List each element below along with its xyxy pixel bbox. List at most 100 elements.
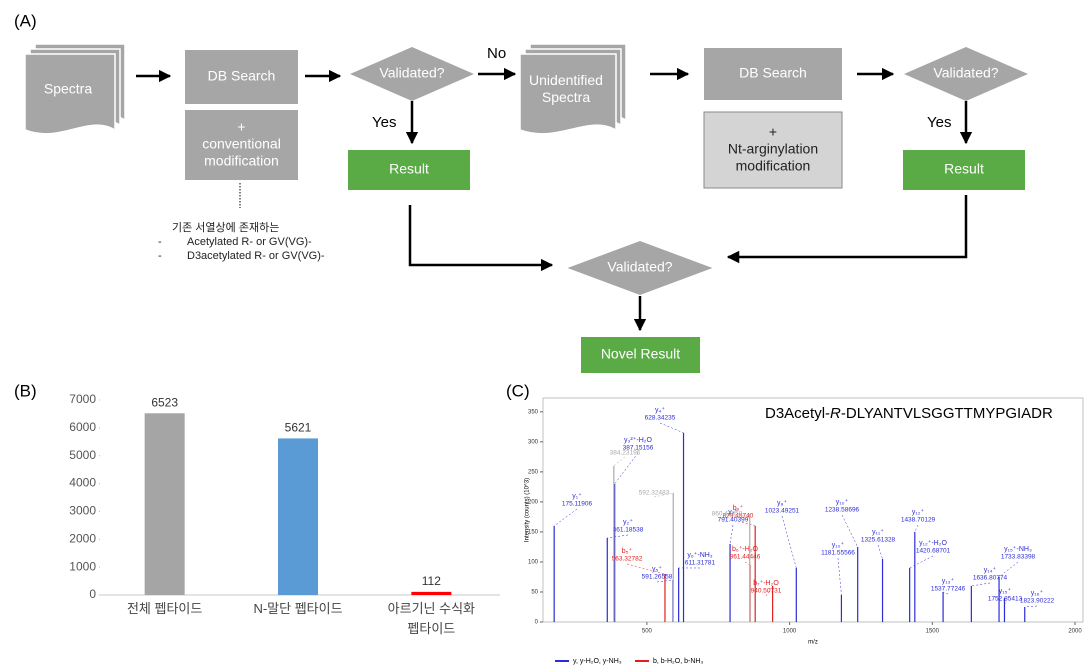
node-label: Spectra bbox=[44, 81, 92, 97]
bar bbox=[278, 438, 318, 595]
process-box bbox=[903, 150, 1025, 190]
ion-label: y₁₁⁺ bbox=[872, 528, 884, 536]
mz-label: 1238.58696 bbox=[825, 507, 860, 514]
label-leader bbox=[614, 452, 639, 485]
mz-label: 861.44446 bbox=[730, 554, 761, 561]
node-label: modification bbox=[736, 158, 811, 174]
mz-label: 387.15156 bbox=[623, 445, 654, 452]
node-label: Result bbox=[944, 161, 984, 177]
ion-label: y₁⁺ bbox=[572, 492, 582, 500]
document-stack bbox=[24, 53, 116, 135]
mz-label: 591.26558 bbox=[642, 574, 673, 581]
node-label: DB Search bbox=[208, 68, 276, 84]
node-label: Nt-arginylation bbox=[728, 141, 818, 157]
mz-label: 628.34235 bbox=[645, 415, 676, 422]
x-tick-label: 1000 bbox=[783, 629, 797, 635]
plot-frame bbox=[542, 397, 1084, 623]
mz-label: 1325.61328 bbox=[861, 537, 896, 544]
process-box bbox=[185, 50, 298, 104]
x-tick-label: 2000 bbox=[1068, 629, 1082, 635]
decision-diamond bbox=[567, 241, 713, 295]
ion-label: y₁₅⁺-NH₃ bbox=[1004, 545, 1032, 553]
value-label: 5621 bbox=[285, 421, 312, 435]
y-tick-label: 6000 bbox=[69, 420, 96, 434]
y-tick-label: 150 bbox=[528, 529, 539, 535]
node-label: modification bbox=[204, 153, 279, 169]
panel-label: (C) bbox=[506, 381, 530, 400]
mz-label: 791.40399 bbox=[718, 517, 749, 524]
mz-label: 1537.77246 bbox=[931, 586, 966, 593]
label-leader bbox=[737, 520, 756, 527]
decision-diamond bbox=[904, 47, 1028, 101]
label-leader bbox=[626, 563, 666, 575]
mz-label: 1823.90222 bbox=[1020, 598, 1055, 605]
label-leader bbox=[613, 456, 626, 467]
y-tick-label: 0 bbox=[535, 620, 539, 626]
label-leader bbox=[554, 508, 578, 527]
y-tick-label: 1000 bbox=[69, 559, 96, 573]
mz-label: 1733.83398 bbox=[1001, 554, 1036, 561]
ion-label: y₆⁺-NH₃ bbox=[687, 551, 712, 559]
label-leader bbox=[729, 524, 734, 544]
note-text: - bbox=[158, 250, 162, 262]
label-leader bbox=[781, 515, 797, 569]
ion-label: y₁₂⁺ bbox=[912, 508, 925, 516]
note-text: Acetylated R- or GV(VG)- bbox=[187, 236, 312, 248]
process-box bbox=[185, 110, 298, 180]
ion-label: y₃²⁺-H₂O bbox=[624, 436, 652, 444]
y-axis-label: Intensity (counts) (10^3) bbox=[525, 478, 531, 542]
node-label: DB Search bbox=[739, 65, 807, 81]
y-tick-label: 5000 bbox=[69, 448, 96, 462]
ion-label: y₄⁺ bbox=[655, 406, 665, 414]
x-tick-label-box: 아르기닌 수식화 펩타이드 bbox=[387, 601, 475, 636]
ion-label: b₇⁺-H₂O bbox=[753, 579, 779, 587]
note-text: 기존 서열상에 존재하는 bbox=[172, 220, 279, 234]
x-axis-label: m/z bbox=[808, 640, 818, 646]
flow-arrow bbox=[408, 205, 554, 272]
label-leader bbox=[1004, 597, 1006, 605]
node-label: Validated? bbox=[933, 65, 998, 81]
y-tick-label: 200 bbox=[528, 499, 539, 505]
label-leader bbox=[877, 544, 883, 560]
label-leader bbox=[1024, 605, 1038, 608]
ion-label: y₁₆⁺ bbox=[1031, 589, 1044, 597]
node-label: Result bbox=[389, 161, 429, 177]
mz-label: 611.31781 bbox=[685, 560, 716, 567]
process-box bbox=[703, 111, 843, 189]
note-text: D3acetylated R- or GV(VG)- bbox=[187, 250, 325, 262]
ion-label: y₁₀⁺ bbox=[836, 498, 849, 506]
document-stack bbox=[519, 53, 617, 135]
ion-label: y₂⁺ bbox=[623, 518, 633, 526]
x-tick-label-box: N-말단 펩타이드 bbox=[253, 601, 342, 616]
ion-label: y₁₄⁺ bbox=[984, 566, 997, 574]
label-leader bbox=[607, 534, 629, 539]
ion-label: y₁₀⁺ bbox=[832, 541, 845, 549]
node-label: conventional bbox=[202, 136, 281, 152]
title-part: R bbox=[830, 405, 841, 422]
mz-label: 175.11906 bbox=[562, 501, 593, 508]
ion-label: y₁₃⁺ bbox=[942, 577, 955, 585]
x-tick-label: 500 bbox=[642, 629, 653, 635]
mz-label: 563.32782 bbox=[612, 556, 643, 563]
label-leader bbox=[841, 514, 858, 548]
x-tick-label-box: 전체 펩타이드 bbox=[126, 601, 203, 616]
process-box bbox=[704, 48, 842, 100]
y-tick-label: 250 bbox=[528, 469, 539, 475]
mz-label: 940.50731 bbox=[751, 588, 782, 595]
ion-label: y₁₅⁺ bbox=[999, 587, 1012, 595]
x-tick-label: 전체 펩타이드 bbox=[126, 601, 203, 616]
process-box bbox=[348, 150, 470, 190]
edge-label: Yes bbox=[927, 114, 951, 131]
node-label: + bbox=[237, 119, 245, 135]
flow-arrow bbox=[726, 195, 968, 264]
x-tick-label: 아르기닌 수식화 펩타이드 bbox=[387, 601, 475, 636]
note-text: - bbox=[158, 236, 162, 248]
mz-label: 1181.55566 bbox=[821, 550, 855, 557]
edge-label: Yes bbox=[372, 114, 396, 131]
value-label: 6523 bbox=[151, 395, 178, 409]
label-leader bbox=[914, 524, 919, 533]
ion-label: b₆⁺ bbox=[733, 504, 744, 512]
label-leader bbox=[837, 557, 842, 595]
y-tick-label: 100 bbox=[528, 560, 539, 566]
